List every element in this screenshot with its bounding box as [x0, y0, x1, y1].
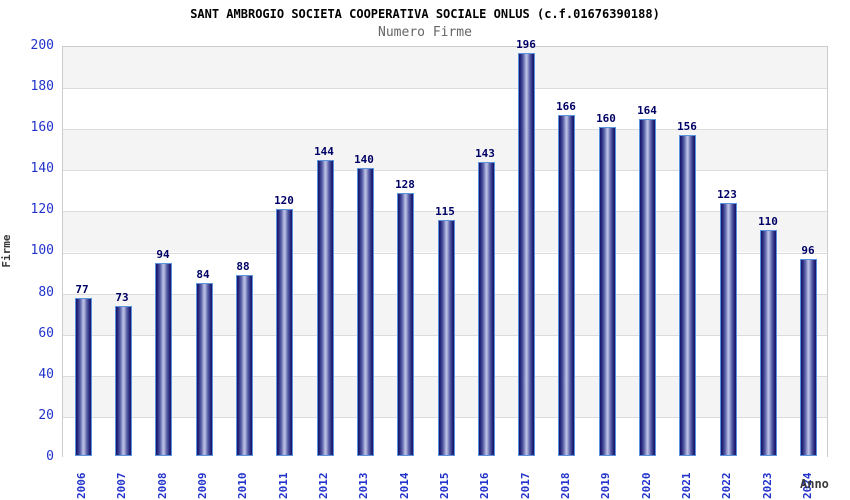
bar-value-label: 140 [354, 153, 374, 166]
y-tick-label: 80 [38, 285, 54, 300]
bar-value-label: 84 [196, 268, 210, 281]
y-tick-label: 120 [30, 202, 54, 217]
y-tick-label: 20 [38, 408, 54, 423]
y-tick-label: 140 [30, 161, 54, 176]
bar-value-label: 166 [556, 100, 576, 113]
x-axis-title: Anno [800, 477, 829, 491]
bar-value-label: 110 [758, 215, 778, 228]
bar-value-label: 96 [801, 244, 815, 257]
grid-band [63, 129, 827, 171]
bar-value-label: 77 [75, 283, 89, 296]
x-tick-label: 2009 [196, 472, 209, 500]
bar-2023 [760, 230, 777, 456]
plot-area [62, 46, 828, 458]
x-tick-label: 2012 [317, 472, 330, 500]
x-tick-label: 2019 [599, 472, 612, 500]
x-tick-label: 2015 [438, 472, 451, 500]
bar-value-label: 143 [475, 147, 495, 160]
bar-2009 [196, 283, 213, 456]
grid-band [63, 88, 827, 130]
bar-value-label: 164 [637, 104, 657, 117]
bar-2022 [720, 203, 737, 456]
bar-2014 [397, 193, 414, 456]
bar-value-label: 144 [314, 145, 334, 158]
x-tick-label: 2008 [156, 472, 169, 500]
bar-2024 [800, 259, 817, 456]
x-tick-label: 2022 [720, 472, 733, 500]
bar-2018 [558, 115, 575, 456]
bar-value-label: 73 [115, 291, 129, 304]
chart-title: SANT AMBROGIO SOCIETA COOPERATIVA SOCIAL… [190, 7, 660, 21]
bar-value-label: 128 [395, 178, 415, 191]
x-tick-label: 2006 [75, 472, 88, 500]
x-tick-label: 2023 [761, 472, 774, 500]
bar-value-label: 123 [717, 188, 737, 201]
y-axis-title: Firme [0, 234, 13, 268]
bar-2020 [639, 119, 656, 456]
grid-band [63, 170, 827, 212]
x-tick-label: 2020 [640, 472, 653, 500]
bar-2010 [236, 275, 253, 456]
x-tick-label: 2018 [559, 472, 572, 500]
y-tick-label: 180 [30, 79, 54, 94]
y-tick-label: 160 [30, 120, 54, 135]
x-tick-label: 2021 [680, 472, 693, 500]
bar-value-label: 88 [236, 260, 250, 273]
x-tick-label: 2011 [277, 472, 290, 500]
bar-2008 [155, 263, 172, 456]
bar-2007 [115, 306, 132, 456]
bar-2015 [438, 220, 455, 456]
x-tick-label: 2017 [519, 472, 532, 500]
bar-value-label: 115 [435, 205, 455, 218]
grid-band [63, 47, 827, 89]
bar-value-label: 94 [156, 248, 170, 261]
bar-2011 [276, 209, 293, 456]
bar-2016 [478, 162, 495, 456]
bar-2006 [75, 298, 92, 456]
bar-value-label: 156 [677, 120, 697, 133]
y-tick-label: 0 [46, 449, 54, 464]
bar-value-label: 120 [274, 194, 294, 207]
bar-2012 [317, 160, 334, 456]
grid-line [63, 88, 827, 90]
grid-line [63, 129, 827, 131]
x-tick-label: 2014 [398, 472, 411, 500]
bar-2017 [518, 53, 535, 456]
bar-2021 [679, 135, 696, 456]
grid-line [63, 170, 827, 172]
bar-2013 [357, 168, 374, 456]
bar-value-label: 196 [516, 38, 536, 51]
y-tick-label: 200 [30, 38, 54, 53]
grid-line [63, 211, 827, 213]
x-tick-label: 2016 [478, 472, 491, 500]
x-tick-label: 2010 [236, 472, 249, 500]
y-tick-label: 40 [38, 367, 54, 382]
bar-2019 [599, 127, 616, 456]
x-tick-label: 2007 [115, 472, 128, 500]
y-tick-label: 100 [30, 243, 54, 258]
chart-subtitle: Numero Firme [378, 25, 472, 40]
y-tick-label: 60 [38, 326, 54, 341]
bar-value-label: 160 [596, 112, 616, 125]
x-tick-label: 2013 [357, 472, 370, 500]
